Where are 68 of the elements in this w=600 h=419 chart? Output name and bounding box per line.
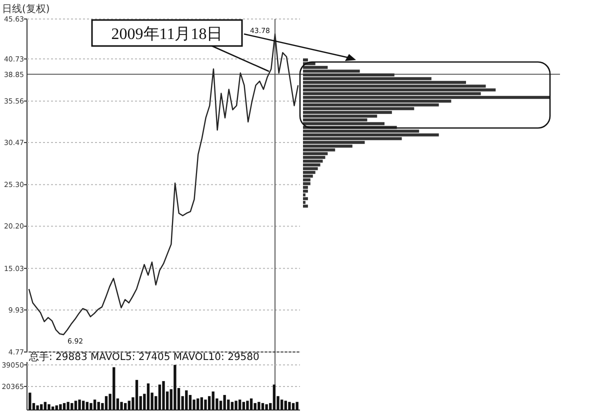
bar	[230, 402, 234, 410]
bar	[174, 364, 176, 410]
bar	[44, 402, 47, 410]
bar	[124, 403, 127, 410]
bar	[204, 400, 207, 410]
bar	[40, 404, 43, 410]
bar	[51, 406, 54, 410]
bar	[59, 404, 62, 410]
bar	[90, 403, 92, 410]
bar	[212, 391, 214, 410]
bar	[238, 400, 242, 410]
bar	[303, 133, 439, 136]
bar	[82, 400, 85, 410]
bar	[28, 392, 32, 410]
bar	[55, 405, 58, 410]
bar	[303, 96, 550, 99]
bar	[97, 402, 100, 410]
annotation: 总手: 29883 MAVOL5: 27405 MAVOL10: 29580	[28, 351, 260, 363]
bar	[292, 403, 295, 410]
bar	[62, 403, 66, 410]
bar	[135, 380, 138, 410]
bar	[74, 400, 78, 410]
bar	[303, 182, 310, 186]
bar	[162, 381, 165, 410]
bar	[112, 367, 116, 410]
bar	[146, 383, 150, 410]
bar	[70, 403, 74, 410]
bar	[78, 400, 81, 410]
bar	[234, 400, 238, 410]
bar	[185, 390, 188, 410]
bar	[303, 178, 310, 182]
bar	[288, 402, 291, 410]
bar	[120, 402, 123, 410]
bar	[246, 400, 249, 410]
bar	[303, 167, 318, 170]
bar	[66, 402, 70, 410]
annotation: 2009年11月18日	[111, 26, 223, 43]
bar	[86, 402, 88, 410]
bar	[258, 402, 260, 410]
bar	[200, 397, 204, 410]
bar	[303, 88, 496, 92]
bar	[303, 156, 326, 159]
bar	[272, 384, 276, 410]
bar	[303, 170, 316, 174]
bar	[265, 404, 268, 410]
bar	[284, 400, 287, 410]
bar	[93, 400, 96, 410]
bar	[280, 400, 284, 410]
bar	[303, 186, 308, 189]
bar	[303, 174, 313, 178]
bar	[104, 396, 108, 410]
bar	[296, 402, 298, 410]
bar	[303, 190, 308, 193]
chart-title: 日线(复权)	[2, 3, 50, 15]
bar	[303, 197, 308, 200]
bar	[158, 384, 162, 410]
bar	[303, 160, 323, 163]
bar	[242, 402, 245, 410]
bar	[188, 394, 192, 410]
bar	[48, 404, 50, 410]
bar	[36, 405, 39, 410]
bar	[303, 163, 320, 166]
bar	[303, 204, 308, 208]
bar	[250, 398, 253, 410]
bar	[223, 394, 226, 410]
bar	[128, 400, 130, 410]
bar	[196, 398, 200, 410]
bar	[261, 403, 264, 410]
